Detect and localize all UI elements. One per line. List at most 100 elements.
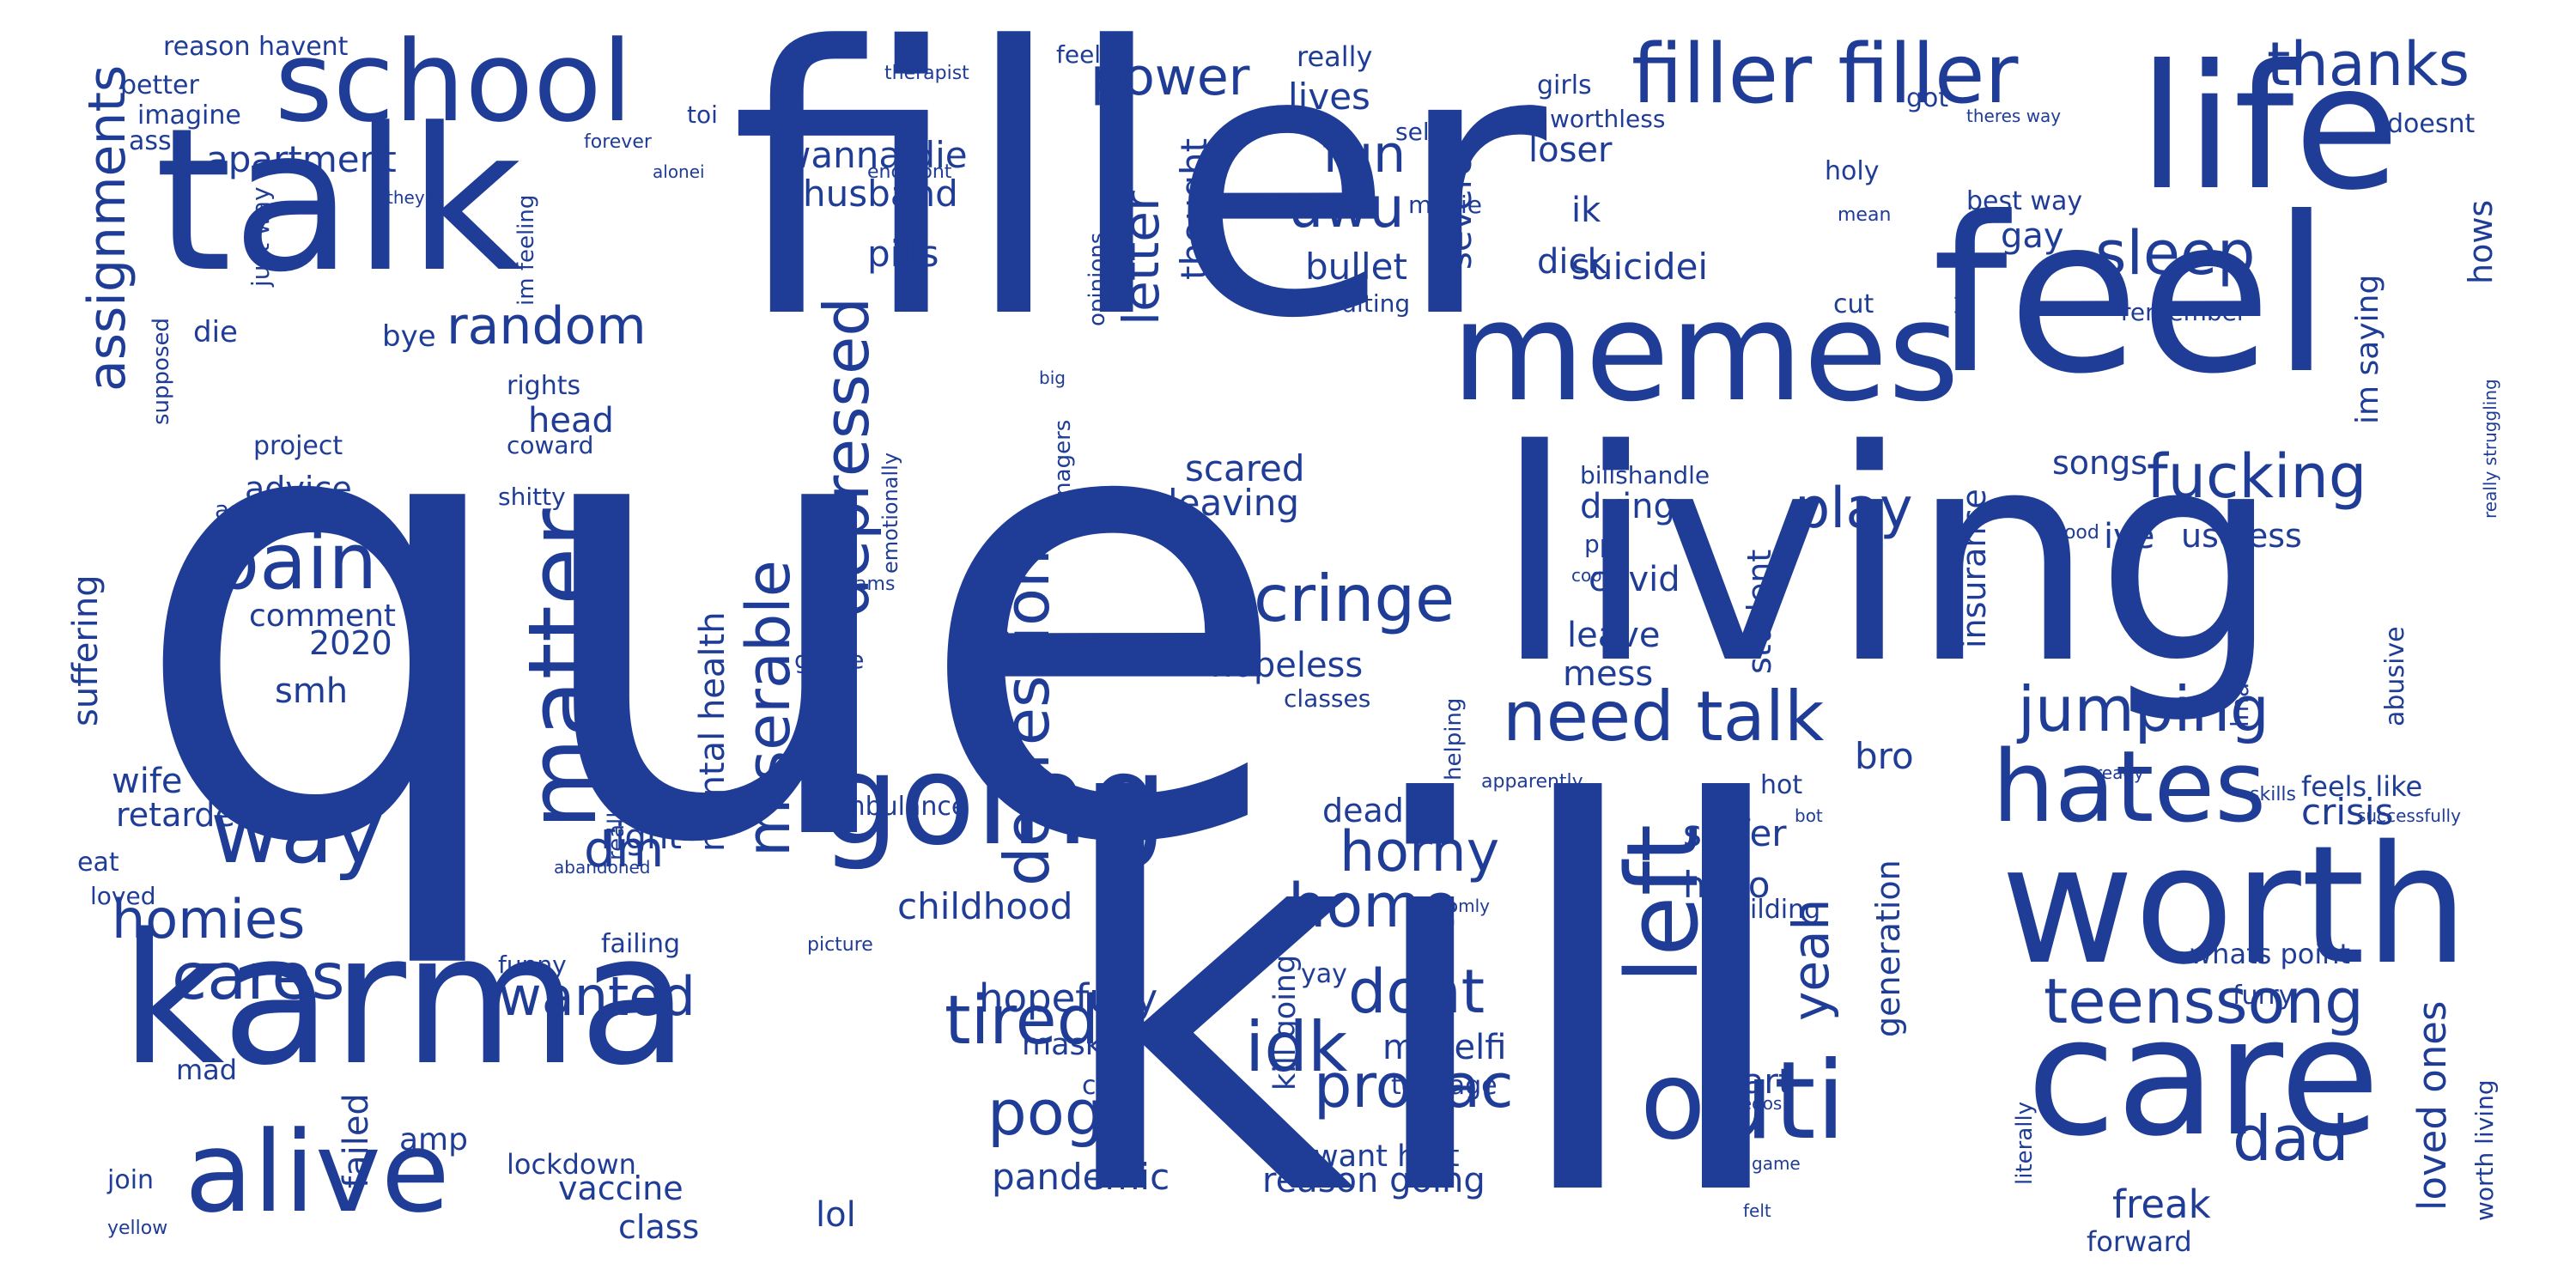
word-masks: masks xyxy=(1022,1028,1119,1062)
word-worth: worth xyxy=(2001,811,2469,1000)
word-horny: horny xyxy=(1340,820,1500,884)
word-successfully: successfully xyxy=(2357,805,2461,826)
word-dead: dead xyxy=(1322,792,1404,829)
word-skills: skills xyxy=(2250,784,2297,805)
word-useless: useless xyxy=(2181,517,2302,555)
word-thanks: thanks xyxy=(2267,29,2470,100)
word-emotionally: emotionally xyxy=(878,452,902,574)
word-worth-living: worth living xyxy=(2470,1079,2499,1221)
word-reason-havent: reason havent xyxy=(163,32,349,62)
word-alonei: alonei xyxy=(653,161,705,182)
word-doesnt: doesnt xyxy=(2387,109,2476,139)
word-feels: feels xyxy=(1056,40,1114,69)
word-therapist: therapist xyxy=(884,63,969,84)
word-insurance: insurance xyxy=(1955,489,1993,648)
word-big: big xyxy=(1039,368,1066,388)
word-good: good xyxy=(2052,522,2099,544)
word-mental-health: mental health xyxy=(693,611,732,852)
word-suicidei: suicidei xyxy=(1571,246,1709,288)
word-bro: bro xyxy=(1855,735,1914,777)
word-mad: mad xyxy=(176,1054,238,1086)
word-bullet: bullet xyxy=(1305,246,1407,288)
word-felt: felt xyxy=(1743,1200,1771,1221)
word-apartment: apartment xyxy=(206,138,397,180)
word-hello: hello xyxy=(1683,864,1771,906)
word-suffer: suffer xyxy=(1683,812,1787,854)
word-cruel: cruel xyxy=(1082,1071,1146,1101)
word-apart: apart xyxy=(1700,1062,1792,1102)
word-teenage: teenage xyxy=(1391,1071,1498,1101)
word-ass: ass xyxy=(129,126,172,156)
word-thought: thought xyxy=(1173,137,1215,280)
word-covid: covid xyxy=(1589,560,1680,599)
word-dad: dad xyxy=(2233,1103,2349,1175)
word-uwu: uwu xyxy=(1288,176,1405,240)
word-cookie: cookie xyxy=(1571,565,1627,586)
word-lives: lives xyxy=(1288,76,1370,118)
word-alive: alive xyxy=(185,1107,450,1237)
word-girls: girls xyxy=(1537,70,1592,100)
word-irl: irl xyxy=(1116,783,1148,821)
word-going: going xyxy=(820,728,1168,873)
word-childhood: childhood xyxy=(897,885,1073,927)
word-assignments: assignments xyxy=(77,64,137,392)
word-id: id xyxy=(1305,196,1321,216)
word-assignment: assignment xyxy=(215,495,355,524)
word-eat: eat xyxy=(77,848,119,878)
word-pog: pog xyxy=(987,1077,1104,1149)
word-dick: dick xyxy=(1537,242,1607,282)
word-advice: advice xyxy=(245,470,352,507)
word-head: head xyxy=(528,401,614,440)
word-care: care xyxy=(2026,982,2380,1172)
word-freak: freak xyxy=(2112,1182,2211,1227)
word-memes: memes xyxy=(1451,271,1959,432)
word-depression: depression xyxy=(991,549,1063,886)
word-home: home xyxy=(1288,871,1459,941)
word-pain: pain xyxy=(210,517,378,607)
word-kill: kill xyxy=(1048,695,1800,1288)
word-really: really xyxy=(1297,40,1373,73)
word-filler: filler xyxy=(730,0,1547,399)
word-way: way xyxy=(210,782,385,883)
word-sleep: sleep xyxy=(2095,218,2256,289)
word-building: building xyxy=(1717,895,1821,925)
word-classes: classes xyxy=(1284,684,1371,713)
word-bot: bot xyxy=(1795,805,1823,826)
word-generation: generation xyxy=(1869,860,1907,1037)
word-abandoned: abandoned xyxy=(554,857,651,878)
word-want-hurt: want hurt xyxy=(1314,1139,1460,1174)
word-mess: mess xyxy=(1563,654,1654,694)
word-outi: outi xyxy=(1640,1039,1846,1163)
word-opinions: opinions xyxy=(1084,232,1110,326)
word-failing: failing xyxy=(601,929,681,959)
word-2020: 2020 xyxy=(309,624,392,662)
word-forever: forever xyxy=(584,131,652,153)
word-ur: ur xyxy=(1024,647,1052,673)
word-end-dont: end dont xyxy=(867,161,952,183)
word-mean: mean xyxy=(1838,204,1892,226)
word-amp: amp xyxy=(399,1122,468,1157)
word-got: got xyxy=(1906,83,1949,113)
word-prozac: prozac xyxy=(1314,1051,1514,1121)
word-teenagers: teenagers xyxy=(1050,419,1076,532)
word-feels-like: feels like xyxy=(2301,770,2423,803)
word-helping: helping xyxy=(1441,697,1467,781)
word-karma: karma xyxy=(120,895,690,1105)
word-leave: leave xyxy=(1567,616,1661,655)
word-wanna-die: wanna die xyxy=(781,134,968,176)
word-cringe: cringe xyxy=(1254,561,1455,636)
word-game: game xyxy=(1752,1153,1801,1174)
word-bit: bit xyxy=(1952,286,1978,315)
word-pills: pills xyxy=(867,233,939,275)
word-lockdown: lockdown xyxy=(507,1148,636,1181)
word-grade: grade xyxy=(794,646,865,674)
word-ive: ive xyxy=(2104,517,2155,556)
word-rights: rights xyxy=(507,371,581,401)
word-billshandle: billshandle xyxy=(1580,461,1710,489)
word-smh: smh xyxy=(275,671,349,711)
word-hopefully: hopefully xyxy=(979,975,1158,1021)
word-miserable: miserable xyxy=(733,560,804,857)
word-dying: dying xyxy=(1580,487,1675,526)
word-apparently: apparently xyxy=(1481,771,1583,793)
word-student: student xyxy=(1741,549,1778,674)
